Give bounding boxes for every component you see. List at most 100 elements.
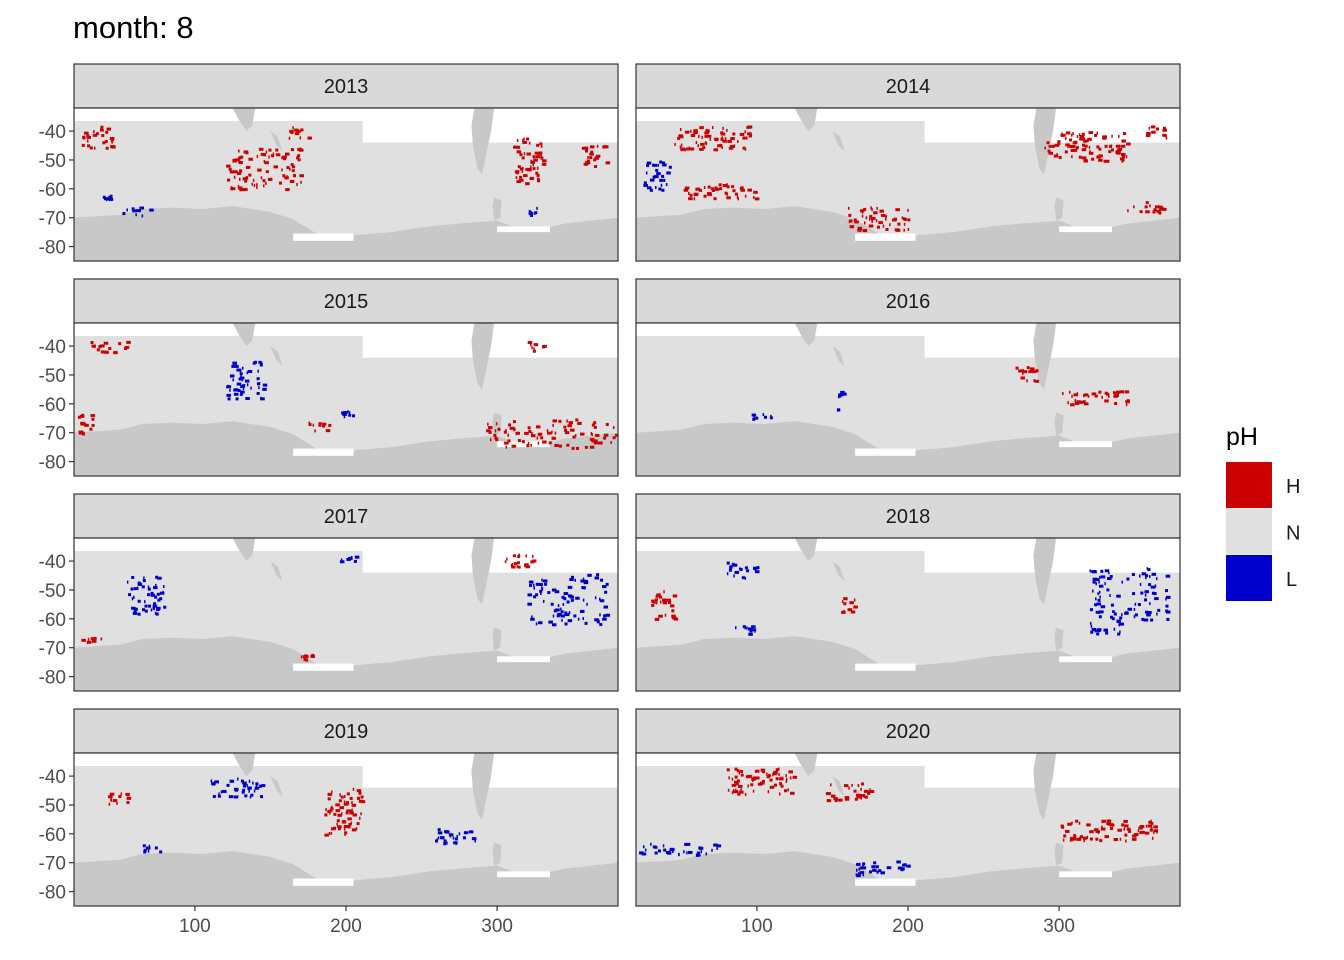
high-ph-cell (1150, 819, 1152, 823)
low-ph-cell (696, 853, 701, 857)
missing-band (636, 753, 1180, 766)
low-ph-cell (531, 615, 533, 619)
low-ph-cell (644, 848, 647, 852)
high-ph-cell (885, 227, 889, 231)
high-ph-cell (505, 429, 507, 433)
low-ph-cell (744, 626, 748, 630)
low-ph-cell (751, 413, 757, 417)
high-ph-cell (256, 185, 258, 189)
high-ph-cell (734, 192, 738, 196)
high-ph-cell (785, 774, 787, 778)
low-ph-cell (1119, 622, 1125, 626)
high-ph-cell (110, 798, 112, 802)
y-tick-label: -70 (39, 424, 66, 445)
ice-strip (855, 878, 916, 886)
high-ph-cell (343, 827, 346, 831)
high-ph-cell (720, 132, 726, 136)
high-ph-cell (530, 434, 536, 438)
high-ph-cell (737, 792, 741, 796)
high-ph-cell (884, 217, 887, 221)
land-africa (794, 538, 818, 562)
low-ph-cell (646, 163, 650, 167)
high-ph-cell (571, 446, 575, 450)
high-ph-cell (240, 155, 244, 159)
low-ph-cell (1092, 589, 1094, 593)
high-ph-cell (536, 179, 540, 183)
high-ph-cell (268, 155, 270, 159)
high-ph-cell (1022, 371, 1024, 375)
high-ph-cell (1108, 823, 1114, 827)
facet-strip (73, 708, 619, 754)
high-ph-cell (688, 146, 691, 150)
low-ph-cell (561, 618, 563, 622)
high-ph-cell (865, 216, 868, 220)
high-ph-cell (731, 777, 734, 781)
high-ph-cell (761, 770, 765, 774)
high-ph-cell (486, 429, 491, 433)
high-ph-cell (516, 180, 521, 184)
x-tick-label: 200 (330, 916, 362, 937)
high-ph-cell (728, 146, 734, 150)
low-ph-cell (739, 567, 743, 571)
high-ph-cell (535, 155, 541, 159)
high-ph-cell (355, 827, 358, 831)
high-ph-cell (703, 185, 706, 189)
low-ph-cell (143, 850, 147, 854)
low-ph-cell (353, 559, 357, 563)
low-ph-cell (245, 396, 250, 400)
high-ph-cell (603, 433, 609, 437)
high-ph-cell (740, 769, 744, 773)
low-ph-cell (732, 563, 738, 567)
high-ph-cell (360, 812, 362, 816)
high-ph-cell (537, 166, 539, 170)
high-ph-cell (1096, 145, 1100, 149)
low-ph-cell (741, 576, 745, 580)
high-ph-cell (523, 174, 528, 178)
high-ph-cell (100, 350, 106, 354)
high-ph-cell (360, 795, 364, 799)
high-ph-cell (517, 165, 521, 169)
high-ph-cell (321, 422, 327, 426)
low-ph-cell (235, 362, 237, 366)
low-ph-cell (1097, 592, 1099, 596)
low-ph-cell (580, 579, 585, 583)
low-ph-cell (155, 612, 159, 616)
high-ph-cell (91, 344, 97, 348)
high-ph-cell (509, 426, 515, 430)
high-ph-cell (684, 186, 690, 190)
low-ph-cell (218, 792, 220, 796)
low-ph-cell (228, 795, 234, 799)
facet-strip (73, 63, 619, 109)
high-ph-cell (753, 195, 755, 199)
high-ph-cell (344, 833, 346, 837)
high-ph-cell (1098, 390, 1102, 394)
high-ph-cell (1088, 151, 1094, 155)
low-ph-cell (561, 595, 565, 599)
high-ph-cell (726, 185, 730, 189)
high-ph-cell (1162, 128, 1168, 132)
low-ph-cell (144, 609, 148, 613)
low-ph-cell (540, 592, 542, 596)
low-ph-cell (163, 605, 167, 609)
high-ph-cell (111, 145, 116, 149)
high-ph-cell (328, 831, 331, 835)
high-ph-cell (847, 608, 853, 612)
high-ph-cell (339, 806, 344, 810)
high-ph-cell (1088, 145, 1091, 149)
high-ph-cell (1123, 132, 1127, 136)
low-ph-cell (1089, 569, 1091, 573)
low-ph-cell (602, 617, 607, 621)
high-ph-cell (237, 184, 240, 188)
high-ph-cell (844, 797, 850, 801)
high-ph-cell (294, 173, 296, 177)
low-ph-cell (157, 576, 162, 580)
low-ph-cell (1149, 602, 1151, 606)
high-ph-cell (659, 600, 662, 604)
high-ph-cell (1082, 400, 1086, 404)
low-ph-cell (1141, 572, 1147, 576)
high-ph-cell (540, 144, 543, 148)
high-ph-cell (1093, 828, 1099, 832)
high-ph-cell (667, 598, 672, 602)
low-ph-cell (1113, 612, 1117, 616)
high-ph-cell (506, 557, 508, 561)
